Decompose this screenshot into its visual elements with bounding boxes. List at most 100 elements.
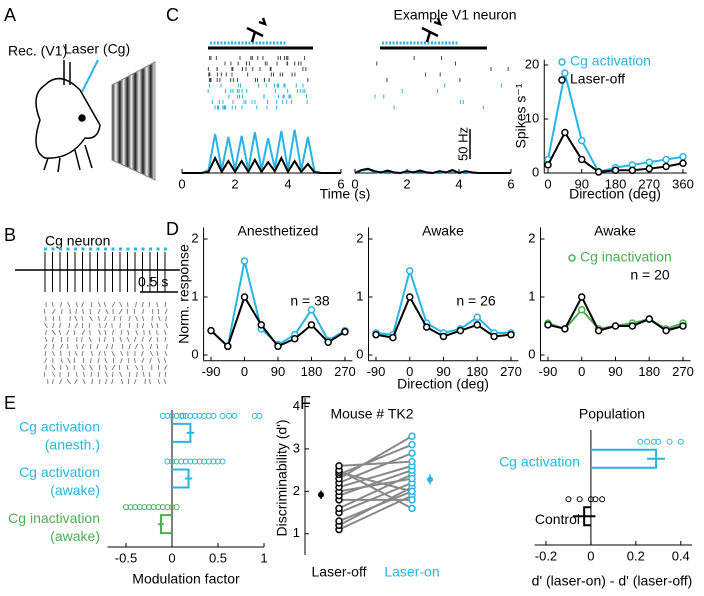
raster-tick — [59, 378, 63, 385]
raster-tick — [98, 350, 101, 357]
data-point — [645, 164, 653, 173]
x-tick-label: 6 — [337, 176, 344, 191]
data-point — [662, 162, 670, 171]
raster-tick — [163, 378, 167, 385]
raster-tick — [120, 350, 124, 357]
data-point — [324, 338, 332, 346]
raster-tick — [104, 357, 108, 364]
x-tick-label: 180 — [466, 364, 488, 379]
bar — [590, 448, 658, 469]
raster-tick — [76, 343, 78, 350]
x-tick-label: 0 — [351, 176, 358, 191]
panel-label: C — [166, 5, 179, 25]
data-point — [408, 474, 416, 483]
raster-tick — [136, 371, 138, 378]
x-tick-label: 0 — [241, 364, 248, 379]
y-tick-label: 3 — [293, 440, 300, 455]
x-tick-label: 0 — [544, 176, 551, 191]
raster-tick — [82, 378, 86, 385]
raster-tick — [97, 357, 100, 364]
panel-label: A — [4, 5, 16, 25]
raster-tick — [90, 350, 94, 357]
raster-tick — [156, 350, 159, 357]
series-line — [182, 155, 341, 174]
raster-tick — [156, 343, 159, 350]
raster-tick — [52, 371, 56, 378]
x-tick-label: -90 — [367, 364, 386, 379]
raster-tick — [104, 371, 108, 378]
raster-tick — [67, 371, 70, 378]
raster-tick — [74, 350, 78, 357]
raster-tick — [97, 308, 101, 315]
pair-line — [338, 481, 413, 514]
raster-tick — [98, 329, 101, 336]
category-label: Laser-on — [384, 564, 439, 580]
data-point — [645, 158, 653, 166]
data-point — [406, 293, 414, 301]
data-point — [408, 487, 416, 496]
data-point — [224, 342, 232, 351]
pair-line — [338, 469, 413, 510]
raster-tick — [158, 315, 161, 322]
raster-tick — [151, 308, 154, 315]
raster-tick — [119, 371, 123, 378]
raster-tick — [45, 329, 47, 336]
raster-tick — [104, 329, 107, 336]
category-label: (awake) — [50, 528, 100, 544]
raster-tick — [73, 357, 76, 364]
data-point — [611, 322, 620, 330]
x-tick-label: 0 — [178, 176, 185, 191]
data-point — [372, 330, 380, 339]
raster-tick — [44, 336, 48, 343]
raster-tick — [128, 315, 131, 322]
data-point — [473, 321, 481, 329]
data-point — [408, 457, 416, 466]
category-label: Cg activation — [19, 419, 100, 435]
x-tick-label: 90 — [436, 364, 450, 379]
chart-title: Anesthetized — [238, 223, 319, 239]
x-tick-label: 270 — [638, 176, 660, 191]
raster-tick — [141, 357, 145, 364]
x-axis-label: Modulation factor — [132, 571, 240, 587]
data-point — [576, 496, 583, 503]
raster-tick — [91, 378, 94, 385]
raster-tick — [156, 322, 159, 329]
pair-line — [338, 464, 413, 489]
data-point — [679, 159, 687, 168]
data-point — [290, 335, 299, 343]
data-point — [561, 69, 569, 77]
x-tick-label: 180 — [638, 364, 660, 379]
data-point — [456, 326, 465, 335]
raster-tick — [119, 315, 122, 322]
data-point — [439, 332, 448, 341]
data-point — [650, 438, 657, 445]
x-tick-label: 6 — [507, 176, 514, 191]
raster-tick — [104, 364, 108, 371]
x-tick-label: -90 — [202, 364, 221, 379]
series-line — [182, 129, 341, 174]
raster-tick — [103, 301, 106, 308]
raster-tick — [149, 378, 151, 385]
raster-tick — [164, 301, 167, 308]
data-point — [592, 496, 599, 503]
data-point — [645, 315, 653, 323]
category-label: Control — [535, 511, 580, 527]
raster-tick — [44, 357, 48, 364]
x-tick-label: 270 — [672, 364, 694, 379]
raster-tick — [43, 343, 47, 350]
x-axis-label: Time (s) — [320, 186, 371, 202]
x-tick-label: 0.4 — [672, 548, 690, 563]
raster-tick — [98, 315, 100, 322]
panel-title: Cg neuron — [45, 233, 110, 249]
y-axis-label: Discriminability (d') — [274, 419, 290, 536]
data-point — [335, 517, 343, 525]
category-label: (awake) — [50, 482, 100, 498]
raster-tick — [127, 329, 130, 336]
raster-tick — [52, 322, 55, 329]
y-tick-label: 1 — [356, 288, 363, 303]
data-point — [655, 438, 662, 445]
x-tick-label: 270 — [500, 364, 522, 379]
raster-tick — [75, 371, 78, 378]
data-point — [389, 333, 397, 342]
raster-tick — [141, 336, 144, 343]
